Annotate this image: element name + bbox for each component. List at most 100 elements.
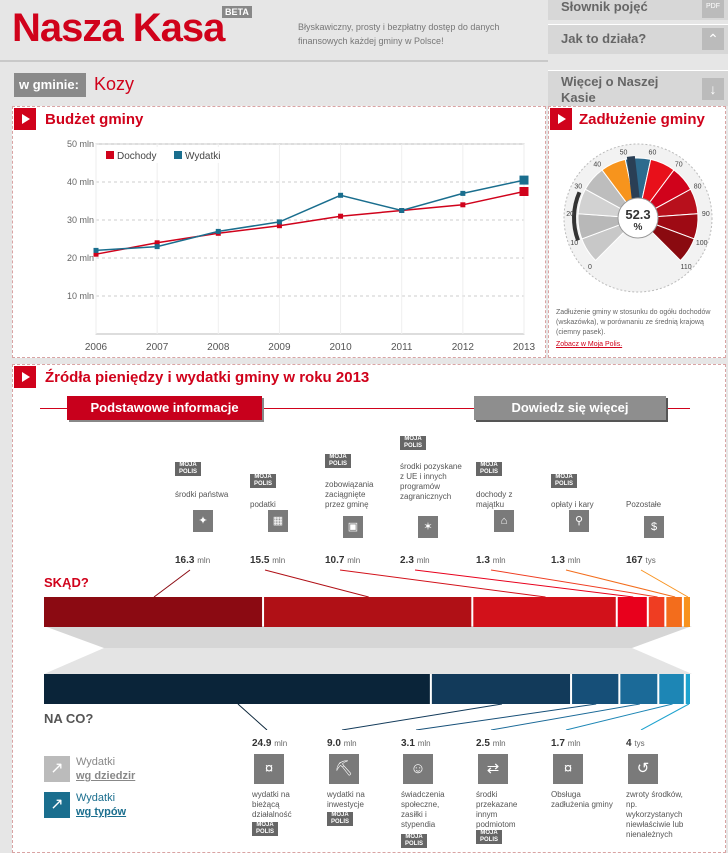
debt-unit: % (633, 222, 643, 233)
data-point-dochody[interactable] (338, 213, 344, 219)
gauge-tick-label: 70 (675, 162, 683, 169)
mojapolis-badge[interactable]: MOJA POLIS (325, 454, 351, 468)
income-segment[interactable] (617, 597, 647, 627)
debt-gauge: 0 10 20 30 40 50 60 70 80 90 100 110 (563, 143, 713, 293)
nav-how-it-works-button[interactable]: Jak to działa? ⌃ (548, 24, 728, 54)
flow-funnel (44, 626, 692, 648)
income-label: środki państwa (175, 490, 229, 499)
data-point-dochody[interactable] (93, 251, 99, 257)
x-tick-label: 2013 (513, 342, 536, 353)
mojapolis-badge[interactable]: MOJA POLIS (327, 812, 353, 826)
income-connector (339, 569, 546, 598)
tab-basic-info[interactable]: Podstawowe informacje (67, 396, 262, 420)
mojapolis-badge[interactable]: MOJA POLIS (250, 474, 276, 488)
data-point-wydatki[interactable] (460, 190, 466, 196)
expense-amount-value: 9.0 (327, 738, 341, 749)
dictionary-icon: PDF (702, 0, 724, 18)
data-point-wydatki[interactable] (338, 192, 344, 198)
expense-segment[interactable] (44, 674, 430, 704)
y-tick-label: 40 mln (67, 177, 94, 187)
income-segment[interactable] (44, 597, 263, 627)
gauge-tick-label: 0 (588, 264, 592, 271)
data-point-dochody[interactable] (460, 202, 466, 208)
data-point-wydatki[interactable] (276, 219, 282, 225)
app-logo[interactable]: Nasza Kasa (12, 6, 225, 50)
nav-dictionary-label: Słownik pojęć (561, 0, 648, 14)
safe-icon: ▣ (343, 516, 363, 538)
toggle-by-type-line1: Wydatki (76, 792, 116, 804)
expense-segment[interactable] (620, 674, 658, 704)
income-amount: 16.3 mln (175, 555, 210, 566)
nav-more-button[interactable]: Więcej o Naszej Kasie ↓ (548, 70, 728, 106)
income-amount-unit: mln (197, 556, 211, 565)
arrow-down-icon: ↓ (702, 78, 724, 100)
expense-connector (237, 703, 268, 730)
expense-label: środki przekazane innym podmiotom (476, 790, 518, 829)
x-tick-label: 2011 (391, 342, 413, 353)
beta-badge: BETA (222, 6, 252, 18)
gauge-tick-label: 30 (574, 183, 582, 190)
income-amount-value: 167 (626, 555, 643, 566)
gauge-center (617, 197, 659, 239)
expense-amount-unit: mln (567, 739, 581, 748)
nav-dictionary-button[interactable]: Słownik pojęć PDF (548, 0, 728, 20)
mojapolis-badge[interactable]: MOJA POLIS (252, 822, 278, 836)
data-point-wydatki[interactable] (519, 175, 529, 185)
data-point-wydatki[interactable] (154, 244, 160, 250)
expense-amount: 4 tys (626, 738, 645, 749)
expense-amount-value: 4 (626, 738, 632, 749)
data-point-wydatki[interactable] (93, 247, 99, 253)
income-amount-value: 16.3 (175, 555, 195, 566)
mojapolis-badge[interactable]: MOJA POLIS (476, 830, 502, 844)
series-line-dochody (95, 190, 525, 255)
income-segment[interactable] (473, 597, 616, 627)
tagline: Błyskawiczny, prosty i bezpłatny dostęp … (298, 22, 500, 46)
skad-label: SKĄD? (44, 575, 89, 590)
x-tick-label: 2006 (85, 342, 108, 353)
play-icon (14, 108, 36, 130)
data-point-wydatki[interactable] (215, 228, 221, 234)
mojapolis-badge[interactable]: MOJA POLIS (476, 462, 502, 476)
expense-segment[interactable] (431, 674, 571, 704)
x-tick-label: 2008 (207, 342, 230, 353)
plot-area (95, 143, 525, 335)
gauge-tick-label: 10 (570, 240, 578, 247)
gmina-name[interactable]: Kozy (94, 74, 135, 94)
arrow-up-right-icon: ↗ (44, 756, 70, 782)
income-segment[interactable] (666, 597, 682, 627)
income-amount-unit: mln (492, 556, 506, 565)
income-segment[interactable] (264, 597, 472, 627)
expense-amount: 9.0 mln (327, 738, 357, 749)
expense-segment[interactable] (659, 674, 684, 704)
income-label: środki pozyskane z UE i innych programów… (400, 462, 462, 501)
expense-segment[interactable] (685, 674, 690, 704)
transfer-icon: ⇄ (478, 754, 508, 784)
legend-swatch (174, 151, 182, 159)
gauge-tick-label: 100 (696, 240, 708, 247)
income-label: zobowiązania zaciągnięte przez gminę (325, 480, 374, 509)
debt-mojapolis-link[interactable]: Zobacz w Moja Polis. (556, 341, 623, 348)
data-point-dochody[interactable] (154, 240, 160, 246)
expense-amount-value: 1.7 (551, 738, 565, 749)
header-divider (0, 60, 548, 62)
arrow-up-right-icon: ↗ (44, 792, 70, 818)
data-point-dochody[interactable] (519, 187, 529, 196)
income-segment[interactable] (683, 597, 690, 627)
mojapolis-badge[interactable]: MOJA POLIS (401, 834, 427, 848)
toggle-by-domain[interactable]: ↗ Wydatki wg dziedzir (44, 756, 154, 784)
data-point-wydatki[interactable] (399, 208, 405, 213)
toggle-by-type[interactable]: ↗ Wydatki wg typów (44, 792, 154, 820)
expense-segment[interactable] (572, 674, 619, 704)
data-point-dochody[interactable] (276, 223, 282, 229)
income-segment[interactable] (648, 597, 665, 627)
income-connector (153, 569, 191, 598)
income-connector (264, 569, 369, 598)
mojapolis-badge[interactable]: MOJA POLIS (551, 474, 577, 488)
tab-learn-more[interactable]: Dowiedz się więcej (474, 396, 666, 420)
mojapolis-badge[interactable]: MOJA POLIS (175, 462, 201, 476)
people-icon: ☺ (403, 754, 433, 784)
banknote-icon: ¤ (254, 754, 284, 784)
gauge-tick-label: 110 (680, 264, 691, 271)
debt-description: Zadłużenie gminy w stosunku do ogółu doc… (556, 309, 711, 336)
mojapolis-badge[interactable]: MOJA POLIS (400, 436, 426, 450)
